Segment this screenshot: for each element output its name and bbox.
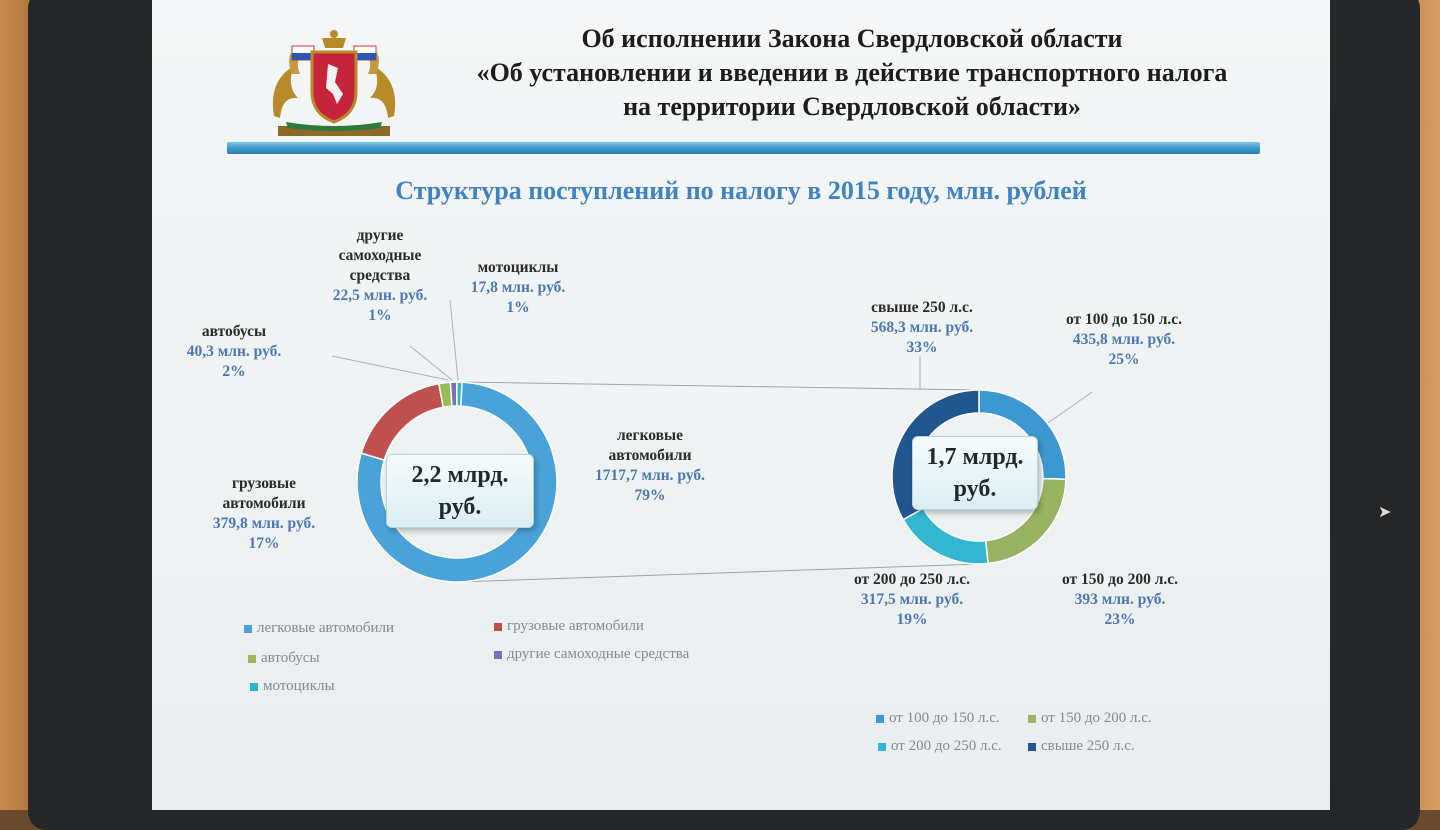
total-slice-4 xyxy=(456,381,463,407)
total-slice-1 xyxy=(360,382,445,462)
legend-item-motorcycles: мотоциклы xyxy=(250,678,335,695)
slice-label-150-200hp: от 150 до 200 л.с. 393 млн. руб. 23% xyxy=(1061,571,1179,628)
mouse-cursor-icon: ➤ xyxy=(1378,504,1392,521)
slice-label-over-250hp: свыше 250 л.с. 568,3 млн. руб. 33% xyxy=(870,299,974,356)
title-divider xyxy=(227,142,1260,154)
donut-center-total-line-1: 2,2 млрд. xyxy=(411,462,509,488)
title-line-2: «Об установлении и введении в действие т… xyxy=(476,58,1228,87)
total-slice-3 xyxy=(449,381,458,407)
leader-line-2 xyxy=(449,299,459,381)
legend-item-other-vehicles: другие самоходные средства xyxy=(494,646,689,663)
connector-line-1 xyxy=(456,563,980,583)
slide-screen: Об исполнении Закона Свердловской област… xyxy=(152,0,1330,810)
legend-item-trucks: грузовые автомобили xyxy=(494,618,644,635)
title-line-3: на территории Свердловской области» xyxy=(623,92,1081,121)
donut-center-horsepower: 1,7 млрд. руб. xyxy=(912,436,1038,510)
chart-title: Структура поступлений по налогу в 2015 г… xyxy=(395,176,1087,205)
coat-of-arms-sverdlovsk-icon xyxy=(272,30,396,136)
chart-connectors xyxy=(331,299,1093,583)
slice-label-trucks: грузовые автомобили 379,8 млн. руб. 17% xyxy=(212,475,316,552)
slide-title: Об исполнении Закона Свердловской област… xyxy=(402,22,1302,124)
slice-label-motorcycles: мотоциклы 17,8 млн. руб. 1% xyxy=(470,259,566,316)
donut-center-horsepower-line-1: 1,7 млрд. xyxy=(926,444,1024,470)
legend-item-100-150hp: от 100 до 150 л.с. xyxy=(876,710,1000,727)
legend-item-150-200hp: от 150 до 200 л.с. xyxy=(1028,710,1152,727)
hp-slice-2 xyxy=(902,507,989,565)
legend-item-cars: легковые автомобили xyxy=(244,620,394,637)
charts-canvas xyxy=(331,299,1093,583)
title-line-1: Об исполнении Закона Свердловской област… xyxy=(581,24,1123,53)
connector-line-0 xyxy=(456,381,980,391)
leader-line-1 xyxy=(331,355,449,381)
donut-center-total-line-2: руб. xyxy=(438,494,482,520)
slice-label-other-vehicles: другие самоходные средства 22,5 млн. руб… xyxy=(332,227,428,324)
donut-chart-total xyxy=(356,381,558,583)
donut-center-horsepower-line-2: руб. xyxy=(953,476,997,502)
slice-label-200-250hp: от 200 до 250 л.с. 317,5 млн. руб. 19% xyxy=(853,571,971,628)
legend-item-buses: автобусы xyxy=(248,650,320,667)
legend-item-over-250hp: свыше 250 л.с. xyxy=(1028,738,1135,755)
slice-label-100-150hp: от 100 до 150 л.с. 435,8 млн. руб. 25% xyxy=(1065,311,1183,368)
slice-label-cars: легковые автомобили 1717,7 млн. руб. 79% xyxy=(594,427,706,504)
donut-center-total: 2,2 млрд. руб. xyxy=(386,454,534,528)
leader-line-0 xyxy=(409,345,453,381)
legend-item-200-250hp: от 200 до 250 л.с. xyxy=(878,738,1002,755)
slice-label-buses: автобусы 40,3 млн. руб. 2% xyxy=(186,323,282,380)
